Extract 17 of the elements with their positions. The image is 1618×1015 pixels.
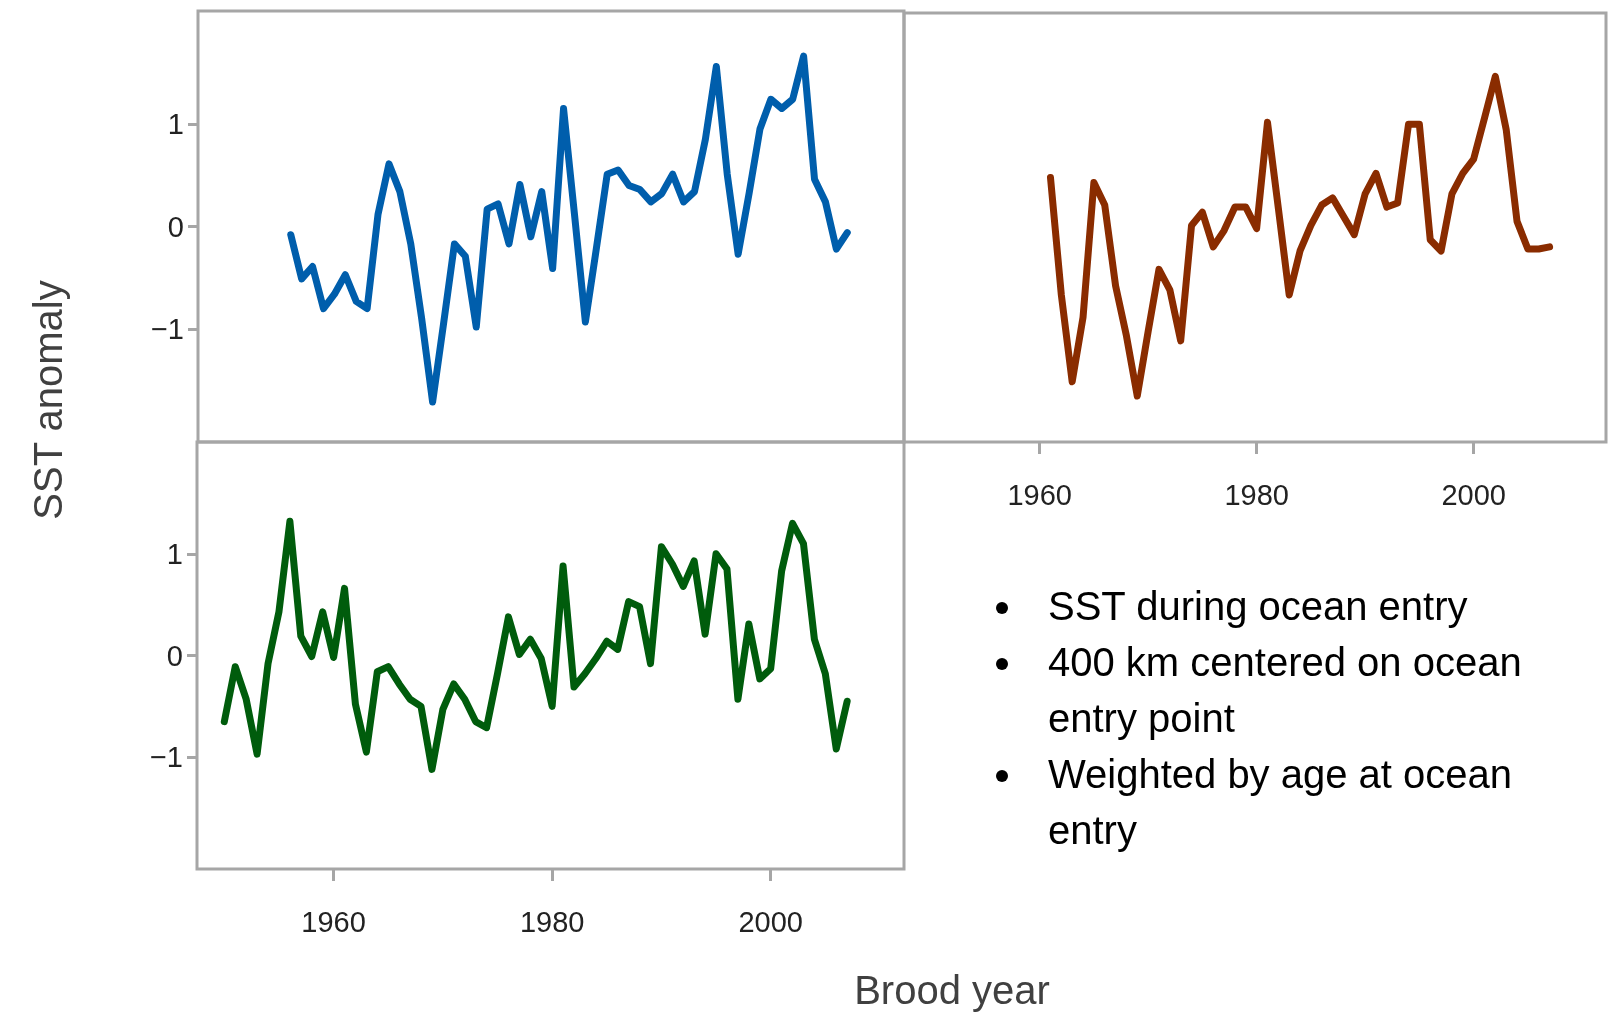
x-tick-label: 1980	[519, 905, 585, 938]
text: SST during ocean entry	[1048, 583, 1469, 630]
y-tick-label: −1	[150, 313, 184, 346]
y-axis-title: SST anomaly	[25, 280, 71, 520]
x-tick-label: 2000	[738, 905, 803, 938]
y-tick-label: −1	[149, 741, 183, 774]
text: Weighted by age at ocean entry	[1048, 751, 1514, 854]
x-tick-label: 1960	[1007, 478, 1072, 511]
x-tick-label: 1960	[301, 905, 366, 938]
y-tick-label: 0	[166, 639, 183, 672]
x-tick-label: 1980	[1224, 478, 1289, 511]
y-tick-label: 0	[167, 210, 184, 243]
text: 400 km centered on ocean entry point	[1048, 639, 1523, 742]
y-tick-label: 1	[167, 107, 184, 140]
x-axis-title: Brood year	[854, 967, 1050, 1013]
x-tick-label: 2000	[1441, 478, 1506, 511]
y-tick-label: 1	[166, 537, 183, 570]
